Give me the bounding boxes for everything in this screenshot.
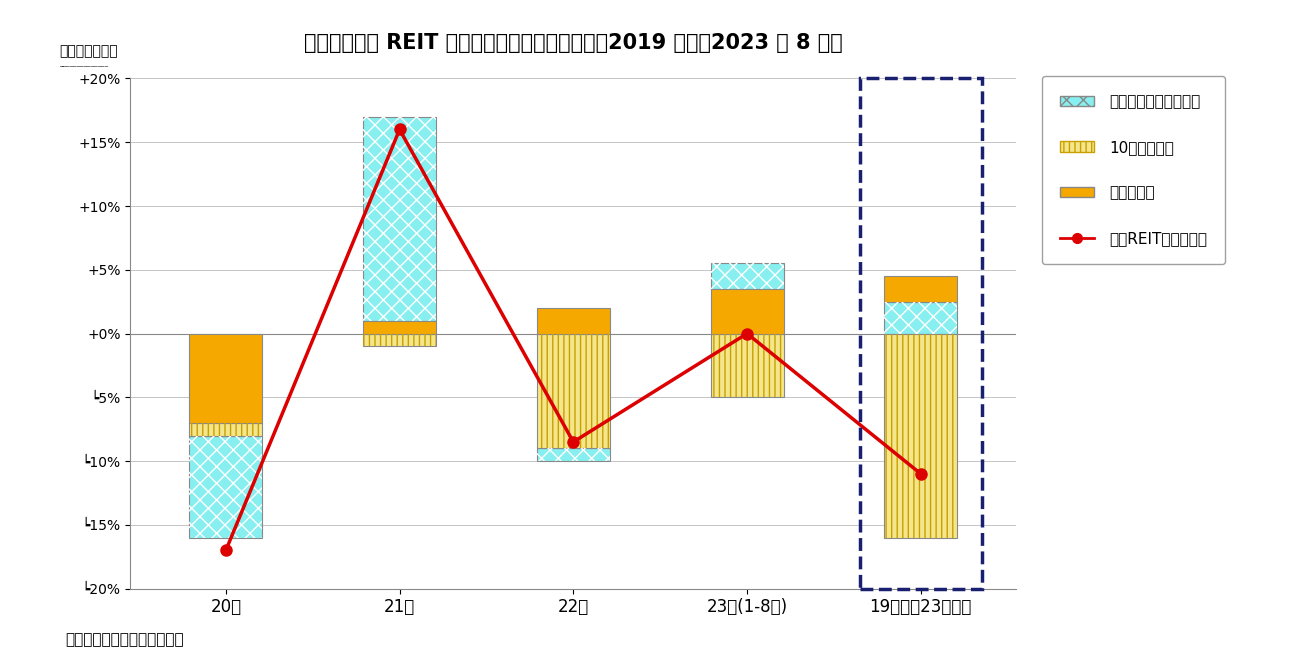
- Bar: [364, 116, 437, 321]
- Bar: [885, 301, 958, 334]
- Bar: [710, 289, 783, 334]
- Bar: [885, 334, 958, 538]
- Bar: [364, 334, 437, 347]
- Bar: [189, 423, 262, 436]
- Bar: [537, 449, 610, 461]
- Bar: [189, 334, 262, 423]
- Bar: [537, 334, 610, 449]
- Text: （出所）ニッセイ基礎研究所: （出所）ニッセイ基礎研究所: [65, 632, 184, 647]
- Bar: [189, 436, 262, 538]
- Bar: [710, 334, 783, 397]
- Bar: [710, 334, 783, 397]
- Bar: [364, 334, 437, 347]
- Bar: [885, 276, 958, 301]
- Bar: [537, 449, 610, 461]
- Bar: [860, 78, 981, 589]
- Bar: [885, 334, 958, 538]
- Bar: [710, 264, 783, 289]
- Text: 図表２：東証 REIT 指数の騰落率の寄与度分析（2019 年末～2023 年 8 月）: 図表２：東証 REIT 指数の騰落率の寄与度分析（2019 年末～2023 年 …: [304, 33, 843, 53]
- Bar: [364, 321, 437, 334]
- Text: 騰落率、寄与度: 騰落率、寄与度: [60, 44, 119, 58]
- Bar: [537, 334, 610, 449]
- Text: ______________: ______________: [60, 61, 108, 67]
- Bar: [189, 423, 262, 436]
- Legend: リスクプレミアム要因, 10年金利要因, 分配金要因, 東証REIT指数騰落率: リスクプレミアム要因, 10年金利要因, 分配金要因, 東証REIT指数騰落率: [1041, 76, 1225, 264]
- Bar: [364, 116, 437, 321]
- Bar: [885, 301, 958, 334]
- Bar: [537, 308, 610, 334]
- Bar: [189, 436, 262, 538]
- Bar: [710, 264, 783, 289]
